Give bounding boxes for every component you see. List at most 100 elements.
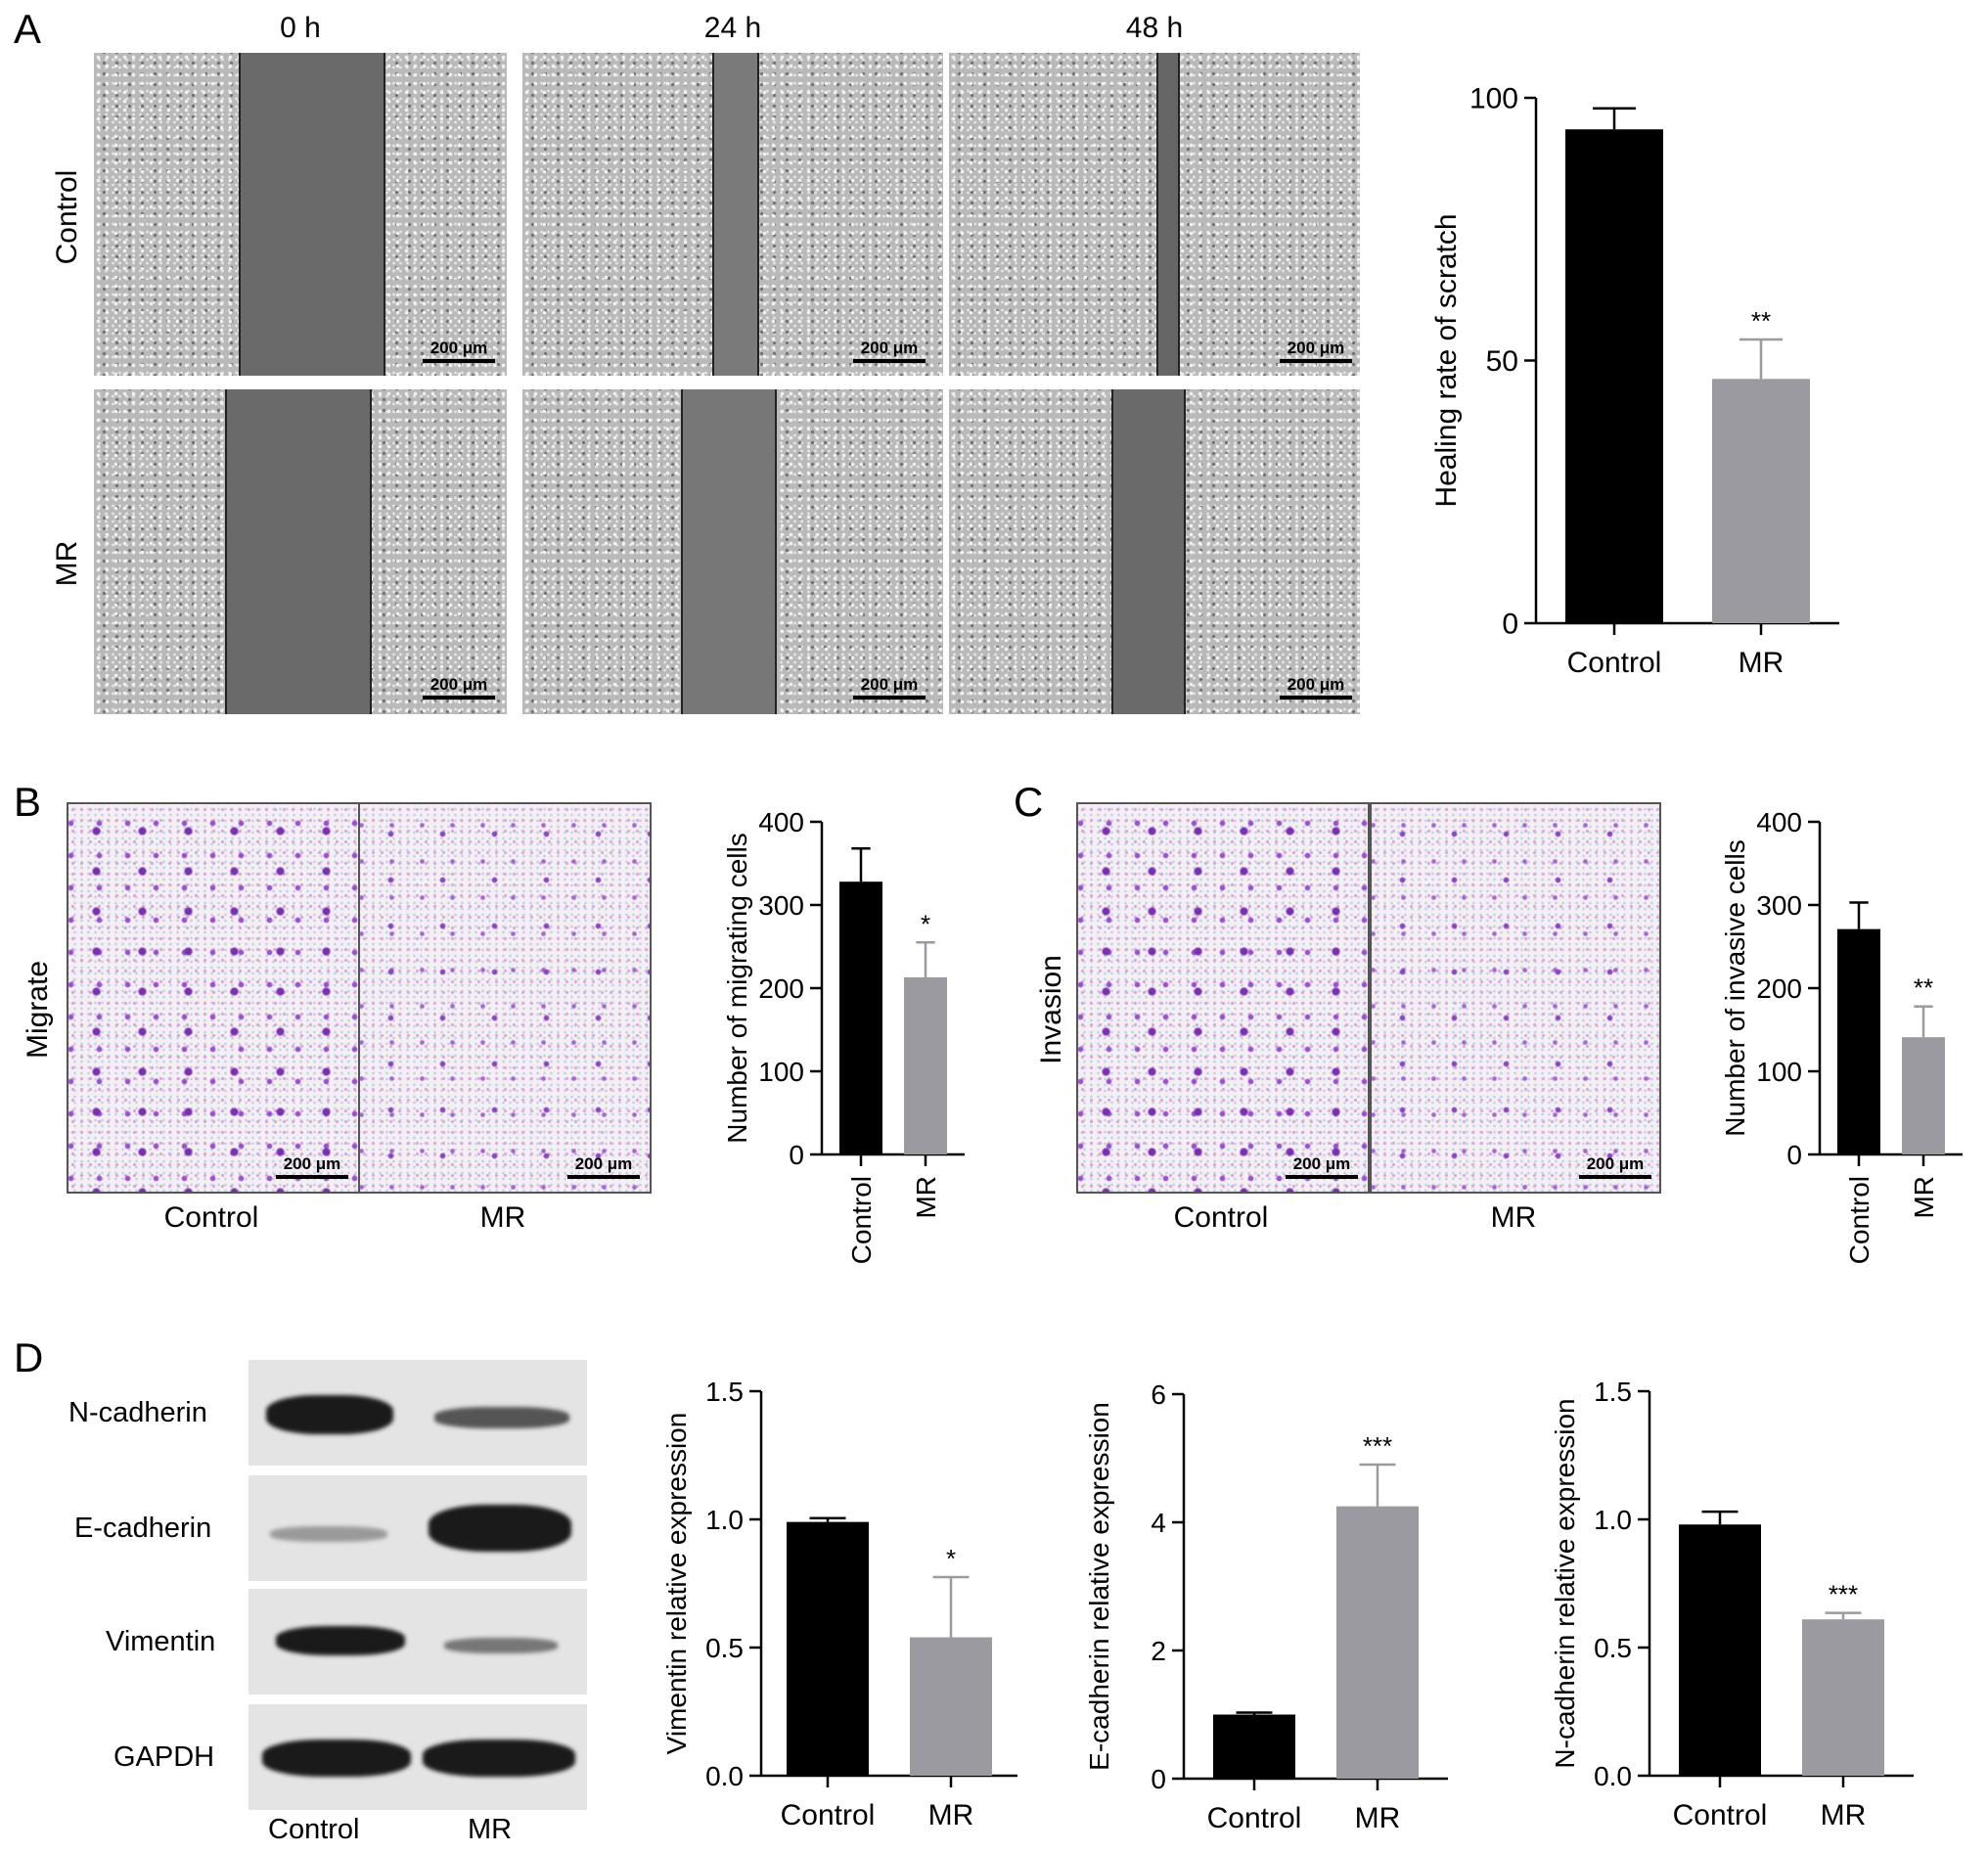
bar-mr	[1902, 1037, 1945, 1154]
blot-label-vimentin: Vimentin	[106, 1626, 216, 1657]
y-tick-label: 4	[1151, 1508, 1166, 1538]
y-tick-label: 0.5	[1594, 1633, 1632, 1663]
scale-bar: 200 μm	[1579, 1154, 1651, 1179]
y-tick-label: 0	[1786, 1140, 1802, 1170]
bar-mr	[1802, 1619, 1884, 1776]
y-tick-label: 200	[758, 973, 804, 1004]
blot-label-gapdh: GAPDH	[113, 1741, 215, 1773]
y-tick-label: 2	[1151, 1636, 1166, 1666]
x-category-label: Control	[781, 1799, 876, 1831]
x-category-label: Control	[1207, 1802, 1302, 1834]
row-label-mr: MR	[51, 540, 83, 587]
lane-label-mr: MR	[468, 1814, 513, 1845]
y-axis-label: N-cadherin relative expression	[1550, 1398, 1580, 1768]
significance-marker: ***	[1829, 1580, 1858, 1609]
chart-n-cadherin-expression: 0.0 0.5 1.0 1.5 N-cadherin relative expressi…	[1550, 1377, 1914, 1831]
y-tick-label: 6	[1151, 1379, 1166, 1410]
y-tick-label: 1.5	[705, 1377, 744, 1407]
panel-letter-a: A	[14, 6, 42, 52]
y-axis-label: Number of migrating cells	[722, 833, 752, 1143]
image-label-control: Control	[163, 1201, 259, 1234]
y-tick-label: 0	[1502, 609, 1518, 641]
y-tick-label: 0.5	[705, 1633, 744, 1663]
bar-control	[1837, 928, 1880, 1154]
time-header-24h: 24 h	[703, 12, 762, 44]
y-axis-label: Number of invasive cells	[1720, 839, 1750, 1136]
bar-mr	[1712, 379, 1810, 623]
blot-gapdh	[248, 1704, 587, 1810]
x-category-label: MR	[911, 1176, 941, 1219]
scale-bar: 200 μm	[853, 675, 926, 700]
y-tick-label: 0.0	[705, 1761, 744, 1791]
y-axis-label: Vimentin relative expression	[661, 1413, 692, 1755]
y-tick-label: 0	[789, 1140, 804, 1170]
y-tick-label: 1.0	[705, 1505, 744, 1535]
panel-letter-d: D	[14, 1334, 44, 1380]
bar-mr	[904, 976, 947, 1154]
significance-marker: **	[1914, 973, 1933, 1003]
scale-bar: 200 μm	[423, 339, 495, 363]
significance-marker: **	[1751, 306, 1771, 336]
y-tick-label: 400	[758, 807, 804, 837]
scratch-image-mr-48h: 200 μm	[949, 389, 1360, 714]
y-axis-label: Healing rate of scratch	[1430, 213, 1463, 507]
y-tick-label: 1.5	[1594, 1377, 1632, 1407]
transwell-image-invasion-mr: 200 μm	[1370, 802, 1661, 1194]
y-tick-label: 100	[1756, 1057, 1802, 1087]
blot-label-n-cadherin: N-cadherin	[68, 1397, 207, 1428]
x-category-label: Control	[1844, 1176, 1875, 1264]
scale-bar: 200 μm	[276, 1154, 348, 1179]
scale-bar: 200 μm	[1286, 1154, 1358, 1179]
bar-mr	[910, 1637, 992, 1776]
y-tick-label: 0	[1151, 1764, 1166, 1794]
y-tick-label: 400	[1756, 807, 1802, 837]
image-label-mr: MR	[479, 1201, 526, 1234]
significance-marker: ***	[1363, 1431, 1392, 1461]
blot-vimentin	[248, 1589, 587, 1695]
bar-control	[1565, 129, 1663, 623]
scale-bar: 200 μm	[423, 675, 495, 700]
scratch-image-control-48h: 200 μm	[949, 53, 1360, 376]
bar-control	[1679, 1524, 1761, 1776]
row-label-invasion: Invasion	[1035, 955, 1067, 1064]
scratch-image-mr-0h: 200 μm	[94, 389, 507, 714]
y-tick-label: 0.0	[1594, 1761, 1632, 1791]
bar-control	[839, 881, 882, 1154]
scale-bar: 200 μm	[853, 339, 926, 363]
scratch-image-control-24h: 200 μm	[522, 53, 943, 376]
x-category-label: Control	[1567, 647, 1662, 679]
bar-control	[1213, 1714, 1295, 1779]
y-tick-label: 1.0	[1594, 1505, 1632, 1535]
image-label-mr: MR	[1490, 1201, 1537, 1234]
y-tick-label: 50	[1486, 345, 1518, 378]
chart-e-cadherin-expression: 0 2 4 6 E-cadherin relative expression Contro…	[1084, 1379, 1448, 1834]
row-label-migrate: Migrate	[22, 960, 54, 1060]
x-category-label: MR	[928, 1799, 974, 1831]
bar-mr	[1336, 1506, 1419, 1779]
image-label-control: Control	[1173, 1201, 1269, 1234]
scale-bar: 200 μm	[567, 1154, 640, 1179]
y-tick-label: 200	[1756, 973, 1802, 1004]
transwell-image-migrate-mr: 200 μm	[358, 802, 652, 1194]
blot-label-e-cadherin: E-cadherin	[74, 1513, 212, 1544]
x-category-label: Control	[1673, 1799, 1768, 1831]
y-axis-label: E-cadherin relative expression	[1084, 1402, 1114, 1771]
time-header-48h: 48 h	[1125, 12, 1184, 44]
significance-marker: *	[921, 909, 930, 938]
panel-letter-c: C	[1014, 779, 1044, 825]
scale-bar: 200 μm	[1280, 675, 1352, 700]
x-category-label: MR	[1739, 647, 1785, 679]
y-tick-label: 100	[1469, 83, 1518, 115]
time-header-0h: 0 h	[280, 12, 321, 44]
x-category-label: MR	[1355, 1802, 1401, 1834]
bar-control	[787, 1521, 869, 1776]
chart-scratch-healing: 0 50 100 Healing rate of scratch Control ** MR	[1430, 83, 1839, 679]
blot-e-cadherin	[248, 1475, 587, 1581]
panel-letter-b: B	[14, 779, 42, 825]
significance-marker: *	[946, 1544, 956, 1573]
scratch-image-mr-24h: 200 μm	[522, 389, 943, 714]
y-tick-label: 100	[758, 1057, 804, 1087]
y-tick-label: 300	[758, 890, 804, 921]
